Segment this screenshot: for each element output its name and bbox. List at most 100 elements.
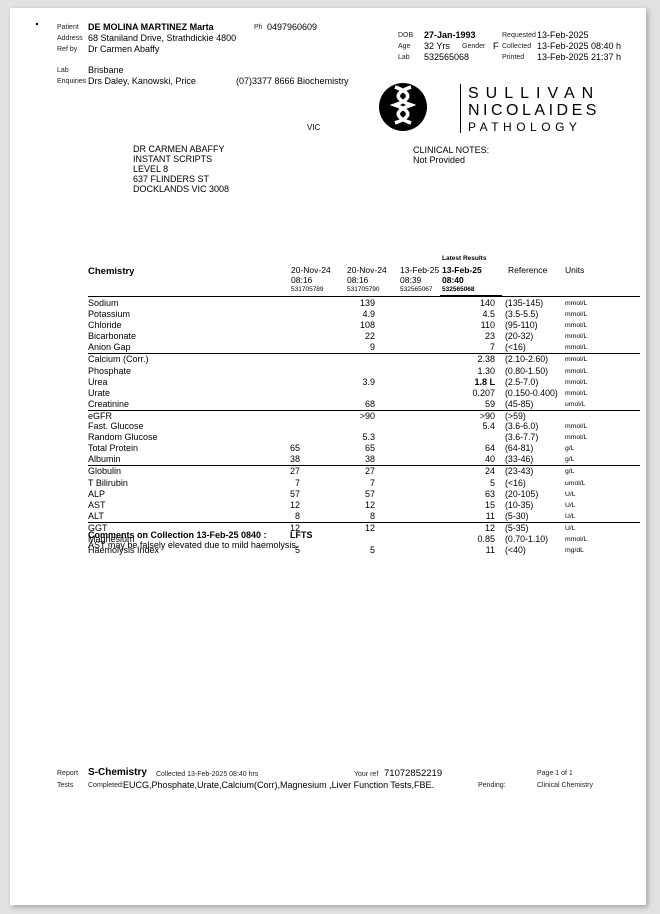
test-name: Total Protein (88, 443, 139, 454)
result-col3 (375, 500, 430, 511)
recipient-line: LEVEL 8 (133, 164, 169, 174)
result-latest: 140 (479, 298, 495, 308)
recipient-address: DR CARMEN ABAFFY INSTANT SCRIPTS LEVEL 8 63… (133, 144, 229, 194)
test-name: Chloride (88, 320, 122, 331)
units: U/L (565, 524, 576, 532)
collected-value: 13-Feb-2025 08:40 h (537, 41, 622, 51)
result-row: Calcium (Corr.) 2.38 (2.10-2.60) mmol/L (88, 354, 640, 365)
units: mmol/L (565, 300, 588, 307)
result-col3 (375, 342, 430, 353)
result-col1: 12 (289, 522, 300, 533)
result-col3 (375, 399, 430, 410)
labno-label: Lab (398, 54, 410, 61)
result-row: Haemolysis Index 5 5 11 (<40) mg/dL (88, 545, 640, 556)
test-name: Random Glucose (88, 432, 158, 443)
result-row: AST 12 12 15 (10-35) U/L (88, 500, 640, 511)
units: mg/dL (565, 547, 584, 555)
result-col2: 108 (359, 320, 375, 331)
enquiries-phone: (07)3377 8666 Biochemistry (236, 76, 349, 86)
result-col2: 139 (359, 298, 375, 308)
result-col2 (300, 366, 375, 377)
enquiries-label: Enquiries (57, 78, 87, 85)
test-name: AST (88, 499, 106, 510)
result-row: ALT 8 8 11 (5-30) U/L (88, 511, 640, 523)
result-col3 (375, 388, 430, 399)
col4-date: 13-Feb-25 (442, 265, 482, 275)
phone-label: Ph (254, 24, 263, 31)
department-name: Clinical Chemistry (537, 782, 594, 789)
test-name: Anion Gap (88, 342, 131, 353)
result-col1 (273, 331, 300, 342)
units-header: Units (565, 265, 585, 275)
col2-time: 08:16 (347, 275, 369, 285)
requested-value: 13-Feb-2025 (537, 30, 589, 40)
result-latest: >90 (479, 410, 495, 421)
dob-label: DOB (398, 32, 414, 39)
result-col3 (375, 443, 430, 454)
result-col2: 27 (364, 466, 375, 477)
result-latest: 24 (484, 466, 495, 477)
reference-range: (<16) (505, 342, 526, 353)
result-col1: 5 (294, 545, 300, 556)
units: g/L (565, 468, 575, 476)
units: mmol/L (565, 333, 588, 341)
result-col3 (375, 377, 430, 388)
col4-time: 08:40 (442, 275, 464, 285)
logo-line3: PATHOLOGY (468, 120, 582, 134)
result-col2 (300, 354, 375, 365)
test-name: GGT (88, 522, 108, 533)
recipient-line: INSTANT SCRIPTS (133, 154, 213, 164)
units: mmol/L (565, 344, 588, 352)
result-latest: 0.85 (477, 533, 495, 544)
test-name: Urate (88, 387, 111, 398)
units: U/L (565, 501, 576, 509)
gender-value: F (493, 41, 499, 51)
test-name: Magnesium (88, 533, 135, 544)
result-latest: 1.30 (477, 365, 495, 376)
latest-column-rule (440, 295, 502, 297)
test-name: Fast. Glucose (88, 421, 144, 432)
address-label: Address (57, 35, 83, 42)
dob-value: 27-Jan-1993 (424, 30, 476, 40)
units: mmol/L (565, 389, 588, 397)
units (565, 411, 640, 421)
reference-range: (5-30) (505, 510, 529, 521)
result-latest: 23 (484, 331, 495, 342)
age-value: 32 Yrs (424, 41, 450, 51)
result-latest: 110 (480, 320, 495, 331)
result-col1: 12 (289, 499, 300, 510)
test-name: ALT (88, 510, 104, 521)
reference-range: (5-35) (505, 522, 529, 533)
reference-range: (2.5-7.0) (505, 376, 539, 387)
col3-time: 08:39 (400, 275, 422, 285)
result-col2: 4.9 (362, 309, 375, 320)
clinical-notes-value: Not Provided (413, 155, 466, 165)
result-col1: 27 (289, 466, 300, 477)
result-row: GGT 12 12 12 (5-35) U/L (88, 523, 640, 534)
reference-range: (0.80-1.50) (505, 365, 549, 376)
reference-range: (135-145) (505, 298, 544, 308)
result-col3 (375, 511, 430, 522)
result-col3 (375, 534, 430, 545)
col2-date: 20-Nov-24 (347, 265, 387, 275)
result-col1 (273, 298, 300, 309)
result-col1: 65 (289, 443, 300, 454)
reference-range: (3.6-6.0) (505, 421, 539, 432)
results-table-rows: Sodium 139 140 (135-145) mmol/L Potassiu… (88, 298, 640, 556)
result-col2: 5.3 (362, 432, 375, 443)
result-col2: 38 (364, 454, 375, 465)
reference-range: (20-32) (505, 331, 534, 342)
result-row: Creatinine 68 59 (45-85) umol/L (88, 399, 640, 411)
recipient-line: DR CARMEN ABAFFY (133, 144, 225, 154)
refby-label: Ref by (57, 46, 78, 53)
test-name: Calcium (Corr.) (88, 354, 149, 365)
result-row: Urate 0.207 (0.150-0.400) mmol/L (88, 388, 640, 399)
pending-label: Pending: (478, 782, 506, 789)
result-col2: 3.9 (362, 376, 375, 387)
result-row: Bicarbonate 22 23 (20-32) mmol/L (88, 331, 640, 342)
recipient-line: 637 FLINDERS ST (133, 174, 210, 184)
result-row: Anion Gap 9 7 (<16) mmol/L (88, 342, 640, 355)
result-row: Chloride 108 110 (95-110) mmol/L (88, 320, 640, 331)
dna-helix-icon (379, 83, 427, 131)
